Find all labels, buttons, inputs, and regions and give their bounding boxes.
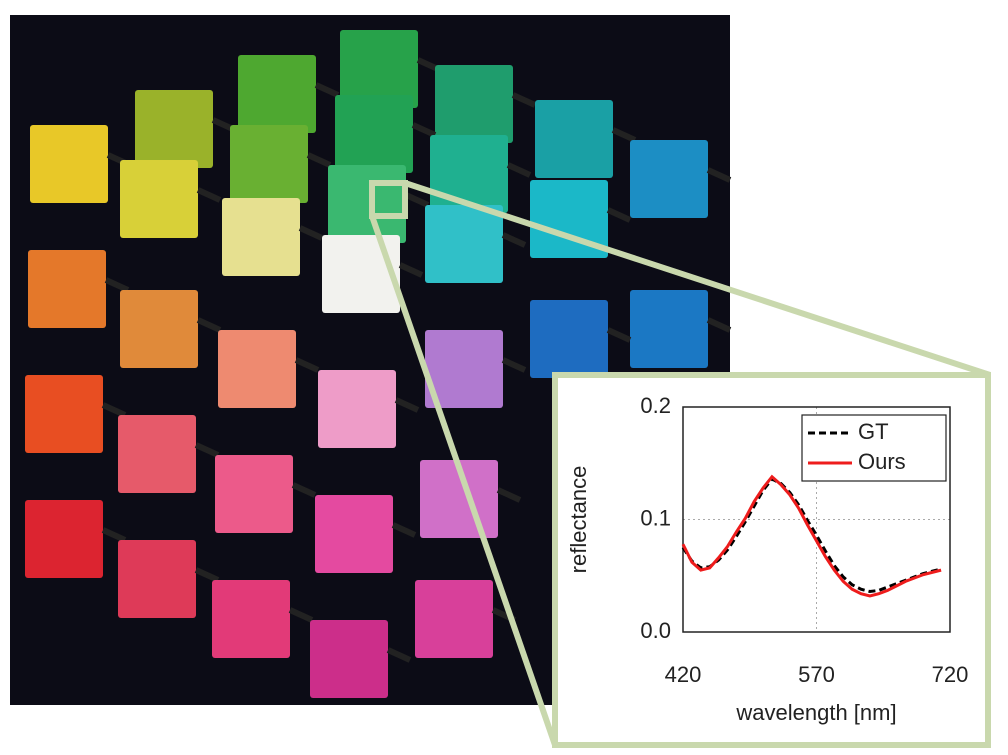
- rod: [101, 402, 127, 418]
- rod: [298, 225, 324, 241]
- rod: [706, 317, 732, 333]
- series-line: [681, 477, 942, 594]
- rod: [606, 207, 632, 223]
- color-cubes: [25, 30, 732, 698]
- plot: 0.0 0.1 0.2 420 570 720 wavelength [nm] reflect…: [566, 393, 969, 725]
- cube: [335, 95, 413, 173]
- cube: [430, 135, 508, 213]
- cube: [120, 290, 198, 368]
- y-tick-label: 0.2: [640, 393, 671, 418]
- rod: [104, 277, 130, 293]
- y-tick-label: 0.1: [640, 505, 671, 530]
- rod: [288, 607, 314, 623]
- cube: [328, 165, 406, 243]
- cube: [120, 160, 198, 238]
- cube: [435, 65, 513, 143]
- cube: [415, 580, 493, 658]
- rod: [501, 357, 527, 373]
- y-tick-label: 0.0: [640, 618, 671, 643]
- cube: [25, 500, 103, 578]
- rod: [386, 647, 412, 663]
- cube: [535, 100, 613, 178]
- cube: [630, 290, 708, 368]
- cube: [315, 495, 393, 573]
- rod: [398, 262, 424, 278]
- rod: [194, 567, 220, 583]
- rod: [404, 192, 430, 208]
- cube: [340, 30, 418, 108]
- cube: [230, 125, 308, 203]
- axes-box: [682, 406, 951, 633]
- cube: [425, 205, 503, 283]
- rod: [294, 357, 320, 373]
- rod: [101, 527, 127, 543]
- rod: [606, 327, 632, 343]
- rod: [706, 167, 732, 183]
- cube: [425, 330, 503, 408]
- rod: [611, 127, 637, 143]
- rod: [196, 187, 222, 203]
- cube: [118, 415, 196, 493]
- rod: [291, 482, 317, 498]
- rod: [196, 317, 222, 333]
- cube: [318, 370, 396, 448]
- cube: [218, 330, 296, 408]
- cube: [30, 125, 108, 203]
- connector: [369, 215, 558, 746]
- rod: [511, 92, 537, 108]
- cube: [212, 580, 290, 658]
- rod: [194, 442, 220, 458]
- rod: [501, 232, 527, 248]
- series-line: [681, 474, 942, 598]
- cube: [530, 300, 608, 378]
- cube: [28, 250, 106, 328]
- cube: [118, 540, 196, 618]
- cube: [25, 375, 103, 453]
- cube: [222, 198, 300, 276]
- cube: [238, 55, 316, 133]
- x-axis-label: wavelength [nm]: [735, 700, 896, 725]
- rod: [306, 152, 332, 168]
- rod: [506, 162, 532, 178]
- cube: [530, 180, 608, 258]
- rod: [496, 487, 522, 503]
- cube: [310, 620, 388, 698]
- rod: [411, 122, 437, 138]
- rod: [391, 522, 417, 538]
- rod: [314, 82, 340, 98]
- cube: [630, 140, 708, 218]
- legend-box: [801, 414, 947, 482]
- cube: [135, 90, 213, 168]
- connector: [404, 180, 991, 378]
- y-axis-label: reflectance: [566, 466, 591, 574]
- legend-label: GT: [858, 419, 889, 444]
- x-tick-label: 420: [665, 662, 702, 687]
- zoom-box: [369, 180, 408, 219]
- legend-label: Ours: [858, 449, 906, 474]
- x-tick-label: 720: [932, 662, 969, 687]
- x-tick-label: 570: [798, 662, 835, 687]
- cube: [322, 235, 400, 313]
- rod: [394, 397, 420, 413]
- cube: [215, 455, 293, 533]
